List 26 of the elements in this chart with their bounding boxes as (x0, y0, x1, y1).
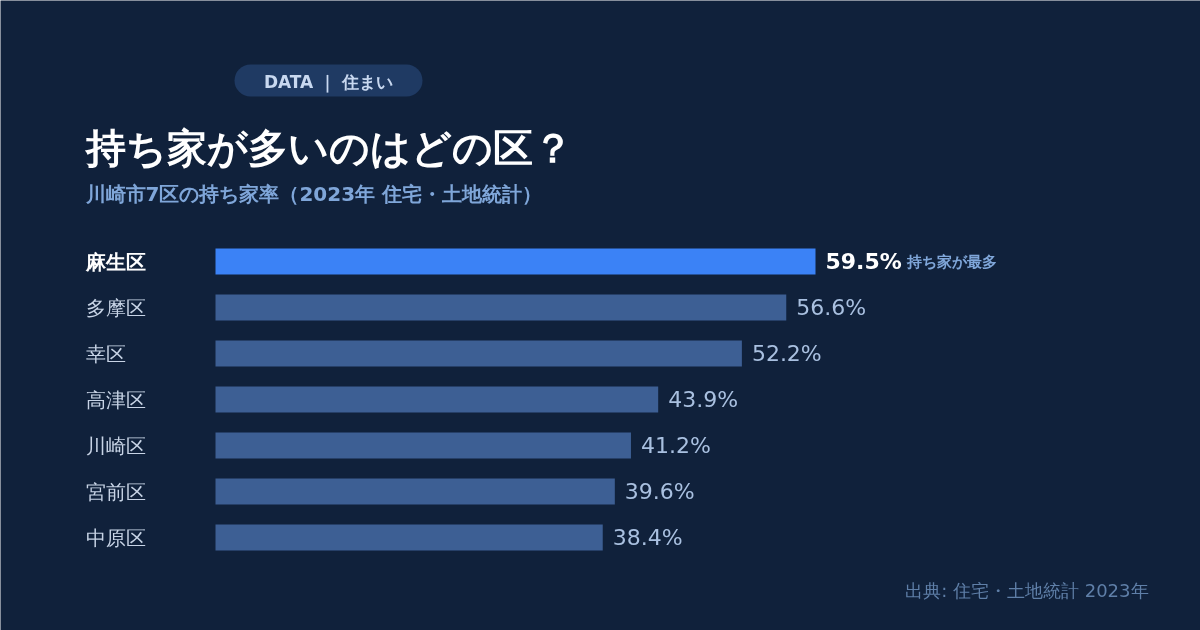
text: 持ち家が最多 (905, 252, 997, 271)
y-tick-label: 多摩区 (85, 295, 146, 320)
y-tick-label: 麻生区 (84, 249, 146, 274)
bar (215, 432, 631, 459)
bar (215, 294, 787, 321)
bar (215, 340, 742, 367)
y-tick-label: 幸区 (85, 341, 126, 366)
data-label: 43.9% (668, 387, 739, 412)
y-tick-label: 高津区 (85, 387, 146, 412)
source-note: 出典: 住宅・土地統計 2023年 (905, 580, 1149, 601)
text: DATA ｜ 住まい (263, 71, 394, 93)
chart-title: 持ち家が多いのはどの区？ (83, 124, 573, 171)
data-label: 56.6% (796, 295, 867, 320)
bar (215, 478, 615, 505)
data-label: 41.2% (640, 433, 711, 458)
data-label: 38.4% (612, 525, 683, 550)
bar (215, 248, 816, 275)
bar (215, 386, 659, 413)
bar (215, 524, 603, 551)
data-label: 52.2% (751, 341, 822, 366)
y-tick-label: 川崎区 (85, 433, 146, 458)
chart-subtitle: 川崎市7区の持ち家率（2023年 住宅・土地統計） (84, 181, 543, 206)
data-label: 59.5% (825, 249, 902, 274)
y-tick-label: 中原区 (85, 525, 146, 550)
y-tick-label: 宮前区 (85, 479, 146, 504)
data-label: 39.6% (624, 479, 695, 504)
